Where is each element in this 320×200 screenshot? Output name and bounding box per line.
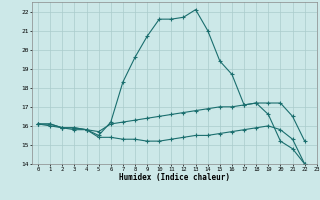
X-axis label: Humidex (Indice chaleur): Humidex (Indice chaleur) <box>119 173 230 182</box>
